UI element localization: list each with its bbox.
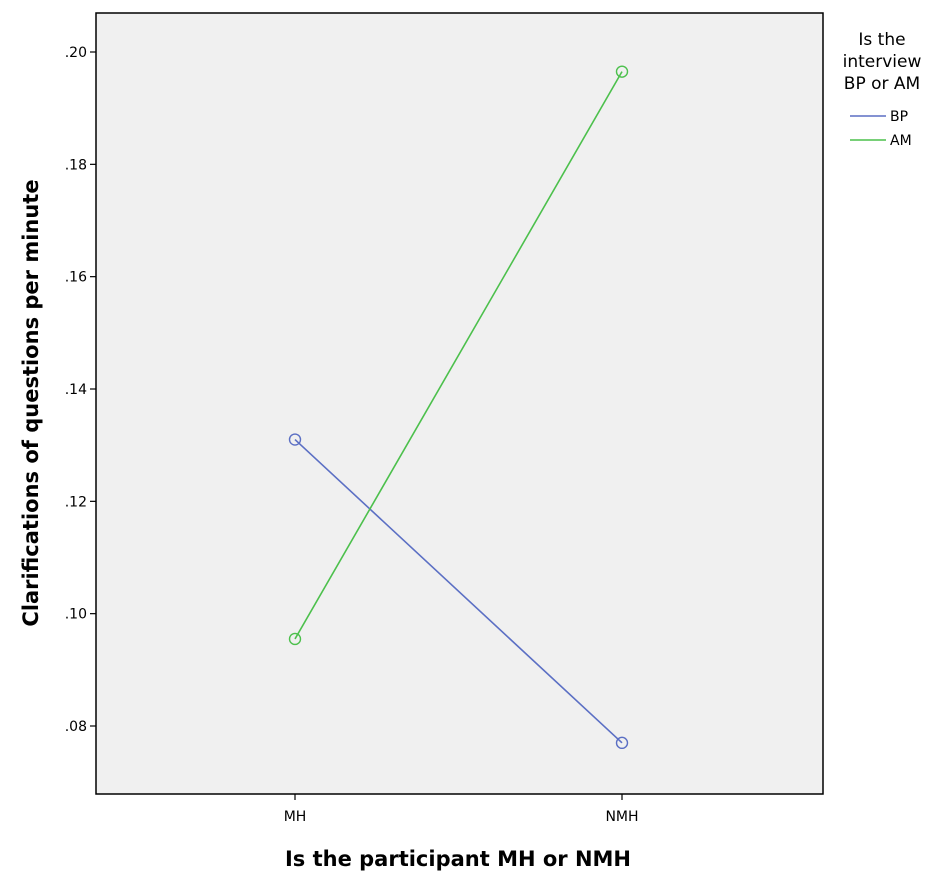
legend-title-line-2: interview — [843, 52, 922, 72]
y-tick-label: .10 — [65, 607, 87, 623]
data-point-bp-nmh — [615, 736, 629, 750]
y-tick-label: .14 — [65, 382, 87, 398]
y-tick-label: .18 — [65, 157, 87, 173]
y-axis: .08 .10 .12 .14 .16 .18 .20 — [65, 45, 96, 735]
plot-area — [95, 12, 824, 795]
data-point-bp-mh — [288, 433, 302, 446]
x-tick-label: MH — [284, 809, 307, 825]
y-tick-label: .20 — [65, 45, 87, 61]
x-axis: MH NMH — [284, 794, 639, 825]
data-point-am-mh — [288, 632, 302, 646]
series-line-am — [294, 71, 623, 640]
legend-title-line-3: BP or AM — [844, 74, 920, 94]
legend-label-am: AM — [890, 133, 912, 149]
legend: Is the interview BP or AM BP AM — [843, 30, 922, 149]
legend-title-line-1: Is the — [858, 30, 905, 50]
y-tick-label: .08 — [65, 719, 87, 735]
series-line-bp — [294, 438, 623, 744]
legend-label-bp: BP — [890, 109, 908, 125]
y-tick-label: .12 — [65, 494, 87, 510]
y-tick-label: .16 — [65, 270, 87, 286]
series-layer — [288, 65, 629, 750]
data-point-am-nmh — [615, 65, 629, 78]
x-axis-title: Is the participant MH or NMH — [285, 847, 631, 871]
y-axis-title: Clarifications of questions per minute — [19, 179, 43, 626]
x-tick-label: NMH — [605, 809, 638, 825]
